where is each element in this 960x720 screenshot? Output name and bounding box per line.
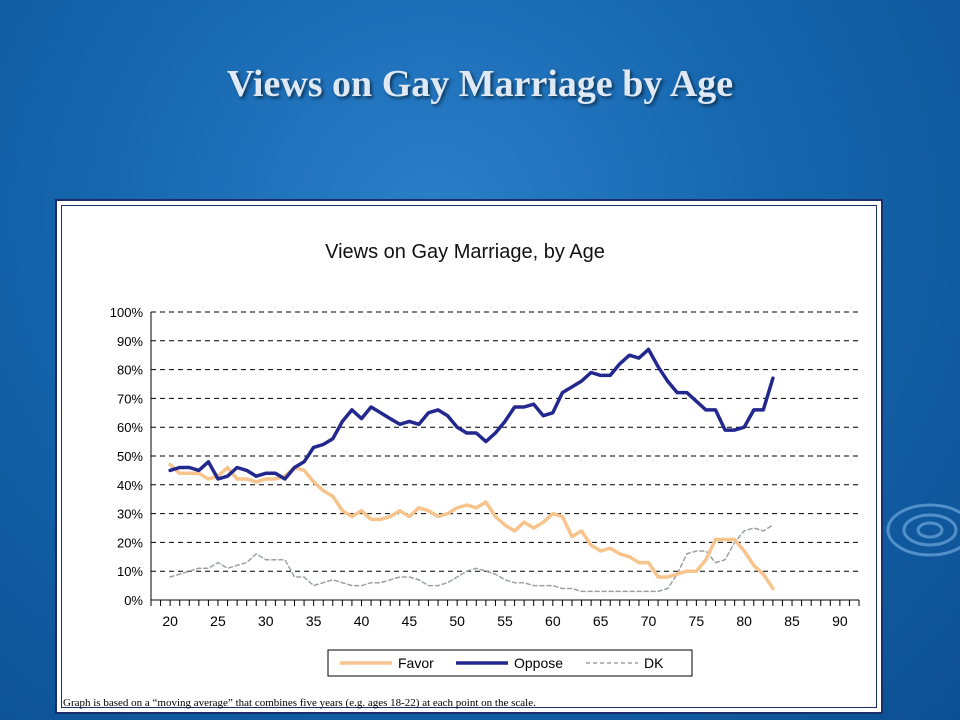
- y-tick-label: 0%: [124, 593, 143, 608]
- chart-frame: Views on Gay Marriage, by Age 0% 10% 20% 30%…: [55, 199, 883, 714]
- series-line-oppose: [168, 347, 775, 481]
- x-tick-label: 85: [784, 613, 800, 629]
- x-tick-label: 55: [497, 613, 513, 629]
- y-tick-label: 90%: [117, 334, 143, 349]
- legend-label: DK: [644, 655, 664, 671]
- y-tick-label: 60%: [117, 420, 143, 435]
- y-tick-label: 10%: [117, 564, 143, 579]
- x-tick-label: 80: [736, 613, 752, 629]
- chart-footnote: Graph is based on a “moving average” tha…: [63, 697, 536, 709]
- line-chart: Views on Gay Marriage, by Age 0% 10% 20% 30%…: [63, 241, 860, 709]
- legend-label: Favor: [398, 655, 434, 671]
- x-tick-label: 60: [545, 613, 561, 629]
- y-tick-label: 50%: [117, 449, 143, 464]
- x-tick-label: 40: [354, 613, 370, 629]
- x-tick-label: 65: [593, 613, 609, 629]
- y-tick-label: 20%: [117, 535, 143, 550]
- y-tick-label: 80%: [117, 363, 143, 378]
- x-tick-label: 70: [641, 613, 657, 629]
- y-tick-label: 100%: [110, 305, 144, 320]
- slide-title: Views on Gay Marriage by Age: [226, 63, 734, 105]
- chart-title: Views on Gay Marriage, by Age: [325, 241, 605, 263]
- x-tick-label: 30: [258, 613, 274, 629]
- x-tick-label: 50: [449, 613, 465, 629]
- x-tick-label: 90: [832, 613, 848, 629]
- x-tick-label: 35: [306, 613, 322, 629]
- overlay-label: RELATIONS: [428, 682, 504, 697]
- legend-label: Oppose: [514, 655, 563, 671]
- y-tick-label: 30%: [117, 507, 143, 522]
- series-line-favor: [168, 462, 775, 591]
- y-tick-label: 40%: [117, 478, 143, 493]
- x-tick-label: 75: [689, 613, 705, 629]
- y-tick-label: 70%: [117, 391, 143, 406]
- x-tick-label: 20: [162, 613, 178, 629]
- x-tick-label: 45: [402, 613, 418, 629]
- chart-area: Views on Gay Marriage, by Age 0% 10% 20% 30%…: [61, 205, 877, 709]
- x-tick-label: 25: [210, 613, 226, 629]
- series-line-dk: [169, 524, 774, 593]
